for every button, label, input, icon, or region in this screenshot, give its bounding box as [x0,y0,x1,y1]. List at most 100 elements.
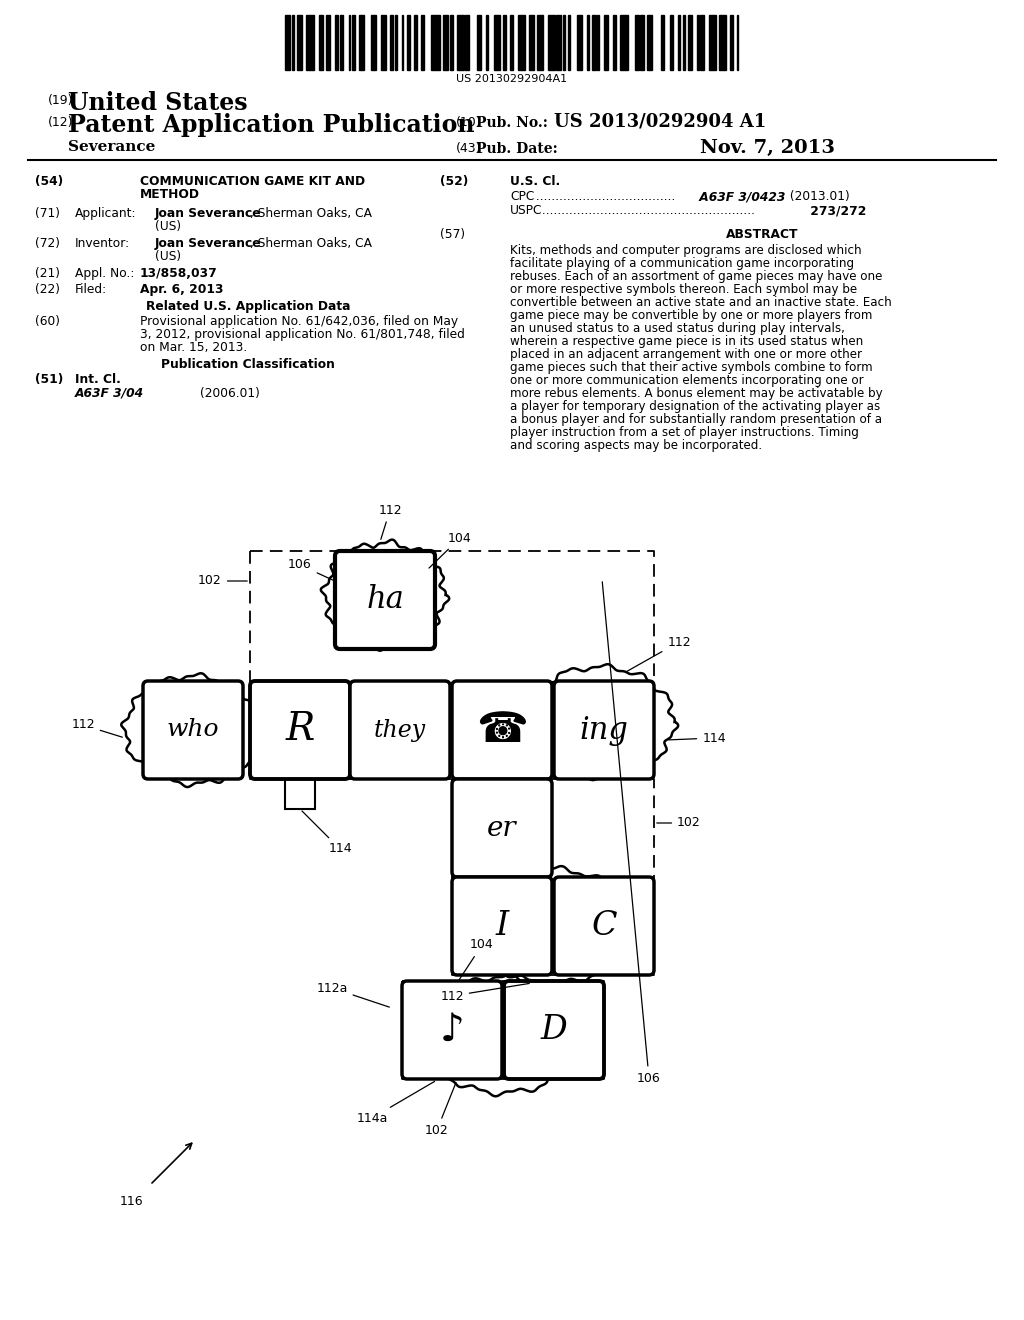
Text: .......................................................: ........................................… [538,205,755,216]
Text: US 2013/0292904 A1: US 2013/0292904 A1 [554,114,766,131]
Bar [670,15,673,70]
Text: 112: 112 [378,503,401,540]
Bar [319,15,323,70]
FancyBboxPatch shape [452,779,552,876]
Bar [421,15,424,70]
Bar [371,15,376,70]
Bar [457,15,464,70]
Bar [477,15,480,70]
Bar [395,15,396,70]
Bar [358,15,364,70]
Text: (51): (51) [35,374,63,385]
Text: 114a: 114a [356,1081,434,1125]
FancyBboxPatch shape [402,981,502,1078]
Text: (2006.01): (2006.01) [200,387,260,400]
Text: Inventor:: Inventor: [75,238,130,249]
Text: (19): (19) [48,94,74,107]
Bar [465,15,469,70]
Text: (22): (22) [35,282,60,296]
Bar [285,15,290,70]
Bar [327,15,330,70]
Bar [700,15,703,70]
Bar [401,15,403,70]
Bar [528,15,534,70]
Bar [577,15,582,70]
Text: Int. Cl.: Int. Cl. [75,374,121,385]
Bar [340,15,343,70]
Bar [620,15,629,70]
Text: game piece may be convertible by one or more players from: game piece may be convertible by one or … [510,309,872,322]
FancyBboxPatch shape [335,550,435,649]
Text: CPC: CPC [510,190,535,203]
Text: Appl. No.:: Appl. No.: [75,267,134,280]
Text: 3, 2012, provisional application No. 61/801,748, filed: 3, 2012, provisional application No. 61/… [140,327,465,341]
FancyBboxPatch shape [554,681,654,779]
Text: C: C [591,909,616,942]
Text: I: I [496,909,509,942]
Text: (71): (71) [35,207,60,220]
Text: ha: ha [367,585,403,615]
Bar [683,15,685,70]
Bar [495,15,500,70]
Text: (54): (54) [35,176,63,187]
Text: , Sherman Oaks, CA: , Sherman Oaks, CA [250,238,372,249]
Text: (US): (US) [155,249,181,263]
Text: one or more communication elements incorporating one or: one or more communication elements incor… [510,374,863,387]
Text: 114: 114 [669,731,726,744]
Bar [285,779,315,809]
FancyBboxPatch shape [452,876,552,975]
Text: 102: 102 [425,1082,456,1137]
Bar [719,15,726,70]
Text: United States: United States [68,91,248,115]
Text: 104: 104 [429,532,472,568]
Text: COMMUNICATION GAME KIT AND: COMMUNICATION GAME KIT AND [140,176,366,187]
Bar [390,15,393,70]
Text: Nov. 7, 2013: Nov. 7, 2013 [700,139,835,157]
Text: convertible between an active state and an inactive state. Each: convertible between an active state and … [510,296,892,309]
Text: facilitate playing of a communication game incorporating: facilitate playing of a communication ga… [510,257,854,271]
FancyBboxPatch shape [143,681,243,779]
Bar [305,15,314,70]
Text: Pub. Date:: Pub. Date: [476,143,558,156]
Text: 114: 114 [302,810,352,855]
Text: a player for temporary designation of the activating player as: a player for temporary designation of th… [510,400,881,413]
Text: 104: 104 [459,939,494,981]
Text: a bonus player and for substantially random presentation of a: a bonus player and for substantially ran… [510,413,882,426]
Bar [292,15,294,70]
Text: (43): (43) [456,143,481,154]
Text: 112: 112 [72,718,122,737]
Text: 106: 106 [288,558,335,581]
Text: (57): (57) [440,228,465,242]
Bar [587,15,589,70]
Bar [647,15,652,70]
Text: 102: 102 [656,817,700,829]
Text: Pub. No.:: Pub. No.: [476,116,548,129]
Bar [503,15,507,70]
Text: METHOD: METHOD [140,187,200,201]
Text: ing: ing [580,714,629,746]
Text: R: R [286,711,314,748]
FancyBboxPatch shape [250,681,350,779]
Text: an unused status to a used status during play intervals,: an unused status to a used status during… [510,322,845,335]
FancyBboxPatch shape [504,981,604,1078]
Text: ....................................: .................................... [532,190,676,203]
Bar [538,15,543,70]
Text: D: D [541,1014,567,1045]
Bar [613,15,616,70]
Text: wherein a respective game piece is in its used status when: wherein a respective game piece is in it… [510,335,863,348]
Bar [640,15,644,70]
Bar [678,15,680,70]
Text: A63F 3/04: A63F 3/04 [75,387,144,400]
Bar [592,15,596,70]
Bar [709,15,716,70]
Text: placed in an adjacent arrangement with one or more other: placed in an adjacent arrangement with o… [510,348,862,360]
Text: 112: 112 [627,635,691,672]
Text: Applicant:: Applicant: [75,207,136,220]
Bar [407,15,411,70]
Bar [597,15,599,70]
Text: 273/272: 273/272 [806,205,866,216]
Text: 102: 102 [198,574,247,587]
Text: Severance: Severance [68,140,156,154]
Text: Patent Application Publication: Patent Application Publication [68,114,474,137]
FancyBboxPatch shape [554,876,654,975]
